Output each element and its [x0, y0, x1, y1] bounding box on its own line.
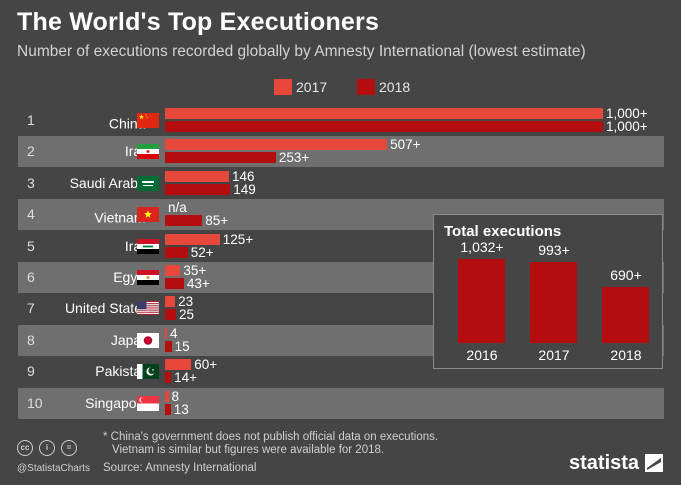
footnote-line-1: * China's government does not publish of… — [103, 431, 439, 443]
flag-icon — [137, 144, 159, 160]
chart-subtitle: Number of executions recorded globally b… — [17, 43, 586, 60]
legend-label-2018: 2018 — [379, 79, 411, 95]
data-label-2017: 4 — [170, 325, 178, 341]
category-label: Pakistan — [95, 363, 149, 380]
category-label: United States — [64, 300, 149, 317]
bar-2018 — [165, 215, 203, 227]
rank-label: 10 — [27, 394, 43, 411]
rank-label: 7 — [27, 300, 35, 317]
data-label-2017: n/a — [168, 200, 187, 216]
total-value-label: 993+ — [538, 241, 570, 258]
total-executions-panel: Total executions 1,032+ 2016 993+ 2017 690+ 2… — [433, 214, 663, 369]
data-label-2017: 507+ — [390, 137, 421, 153]
legend-swatch-2018 — [357, 79, 375, 95]
rank-label: 2 — [27, 143, 35, 160]
footnote-line-2: Vietnam is similar but figures were avai… — [112, 444, 385, 456]
data-label-2018: 25 — [178, 307, 194, 323]
source-note: Source: Amnesty International — [103, 462, 257, 474]
data-label-2018: 15 — [174, 338, 190, 354]
total-year-label: 2016 — [466, 347, 498, 363]
bar-2017 — [165, 233, 220, 245]
bar-row: 2 Iran — [18, 136, 664, 168]
flag-icon — [137, 113, 159, 128]
rank-label: 8 — [27, 331, 35, 348]
bar-2018 — [165, 278, 184, 289]
flag-icon — [137, 395, 159, 411]
bar-2018 — [165, 372, 172, 384]
bar-2018 — [165, 340, 172, 352]
data-label-2017: 23 — [178, 294, 194, 310]
flag-icon — [137, 270, 159, 285]
bar-2018 — [165, 183, 231, 195]
total-year-label: 2017 — [538, 347, 570, 363]
bar-2017 — [165, 170, 229, 182]
footnote: * China's government does not publish of… — [103, 431, 438, 457]
total-bar — [458, 258, 505, 343]
flag-icon — [137, 207, 159, 223]
data-label-2018: 43+ — [186, 276, 210, 291]
bar-2018 — [165, 121, 603, 132]
total-executions-title: Total executions — [444, 223, 562, 240]
chart-title: The World's Top Executioners — [17, 8, 380, 36]
data-label-2018: 52+ — [190, 244, 214, 260]
bar-2017 — [165, 139, 388, 151]
bar-2017 — [165, 359, 192, 371]
data-label-2017: 146 — [231, 168, 255, 184]
bar-2017 — [165, 108, 603, 119]
license-icons: cc i = — [17, 440, 97, 460]
cc-icon: cc — [17, 440, 33, 456]
bar-2017 — [165, 296, 176, 308]
bar-2018 — [165, 246, 188, 258]
flag-icon — [137, 364, 159, 380]
rank-label: 4 — [27, 206, 35, 223]
total-year-label: 2018 — [610, 347, 642, 363]
data-label-2017: 8 — [171, 388, 180, 404]
total-bar — [602, 286, 649, 343]
rank-label: 6 — [27, 269, 35, 285]
total-value-label: 1,032+ — [460, 238, 504, 255]
attribution-icon: i — [39, 440, 55, 456]
legend-label-2017: 2017 — [296, 79, 328, 95]
bar-2017 — [165, 327, 167, 339]
total-value-label: 690+ — [610, 266, 642, 283]
rank-label: 9 — [27, 363, 35, 380]
data-label-2017: 60+ — [194, 357, 218, 373]
bar-2017 — [165, 265, 181, 276]
bar-2018 — [165, 309, 176, 321]
data-label-2017: 35+ — [183, 263, 207, 278]
total-bar — [530, 261, 577, 343]
rank-label: 5 — [27, 237, 35, 254]
flag-icon — [137, 238, 159, 254]
flag-icon — [137, 301, 159, 316]
data-label-2018: 149 — [233, 181, 256, 197]
twitter-handle: @StatistaCharts — [17, 463, 90, 474]
bar-row: 7 United States — [18, 293, 664, 324]
bar-2017 — [165, 390, 169, 402]
equals-icon: = — [61, 440, 77, 456]
data-label-2017: 125+ — [222, 231, 254, 247]
data-label-2018: 85+ — [205, 213, 229, 229]
bar-row: 9 Pakistan — [18, 356, 664, 387]
category-label: Saudi Arabia — [69, 174, 149, 191]
category-label: Singapore — [85, 394, 149, 411]
data-label-2018: 13 — [173, 401, 189, 417]
data-label-2018: 1,000+ — [606, 119, 648, 134]
rank-label: 3 — [27, 174, 35, 191]
bar-2018 — [165, 403, 171, 415]
legend-swatch-2017 — [274, 79, 292, 95]
bar-row: 5 Iraq — [18, 231, 664, 262]
data-label-2017: 1,000+ — [606, 106, 648, 121]
statista-wordmark: statista — [569, 452, 640, 474]
data-label-2018: 253+ — [278, 150, 310, 166]
data-label-2018: 14+ — [174, 370, 198, 386]
flag-icon — [137, 332, 159, 348]
flag-icon — [137, 175, 159, 191]
statista-mark-icon — [645, 454, 663, 472]
bar-row: 10 Singapore — [18, 387, 664, 419]
bar-2018 — [165, 152, 276, 164]
legend: 2017 2018 — [274, 79, 424, 97]
rank-label: 1 — [27, 112, 35, 128]
bar-row: 3 Saudi Arabia — [18, 168, 664, 199]
